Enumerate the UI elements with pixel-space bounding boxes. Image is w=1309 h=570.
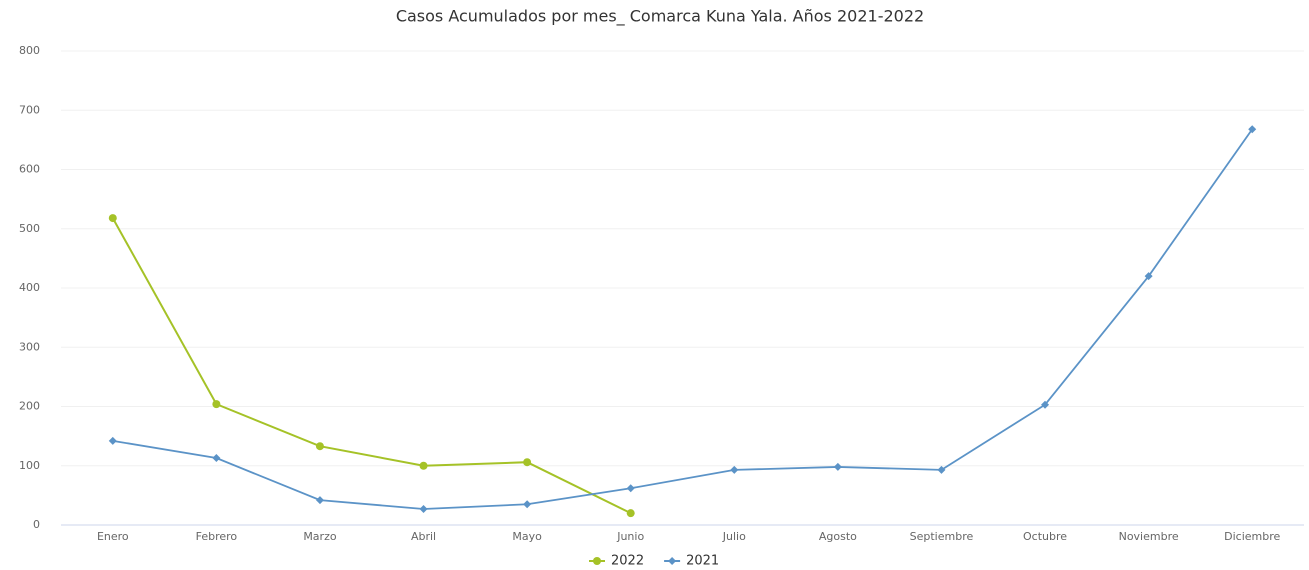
y-tick-label: 100 [19, 459, 40, 472]
y-tick-label: 700 [19, 103, 40, 116]
legend-label: 2022 [611, 554, 644, 569]
y-tick-label: 300 [19, 340, 40, 353]
point [833, 462, 842, 471]
y-tick-label: 800 [19, 44, 40, 57]
point [593, 557, 601, 565]
point [108, 436, 117, 445]
point [108, 214, 117, 223]
point [419, 461, 428, 470]
point [1144, 272, 1153, 281]
point [212, 400, 221, 409]
y-tick-label: 0 [33, 518, 40, 531]
point [937, 465, 946, 474]
point [419, 505, 428, 514]
x-tick-label: Noviembre [1119, 530, 1179, 543]
x-tick-label: Enero [97, 530, 129, 543]
chart-title: Casos Acumulados por mes_ Comarca Kuna Y… [396, 7, 924, 27]
line [112, 128, 1253, 510]
point [1041, 400, 1050, 409]
point [523, 458, 532, 467]
x-tick-label: Marzo [303, 530, 337, 543]
x-tick-label: Octubre [1023, 530, 1067, 543]
line [111, 217, 632, 515]
point [212, 454, 221, 463]
y-tick-label: 400 [19, 281, 40, 294]
x-tick-label: Junio [616, 530, 644, 543]
point [730, 465, 739, 474]
point [523, 500, 532, 509]
y-tick-label: 600 [19, 163, 40, 176]
x-tick-label: Mayo [512, 530, 542, 543]
point [668, 557, 677, 565]
point [315, 496, 324, 505]
point [626, 484, 635, 493]
point [315, 442, 324, 451]
x-tick-label: Febrero [196, 530, 238, 543]
point [626, 509, 635, 518]
point [1248, 125, 1257, 134]
y-tick-label: 200 [19, 400, 40, 413]
x-tick-label: Abril [411, 530, 436, 543]
legend-label: 2021 [686, 554, 719, 569]
y-tick-label: 500 [19, 222, 40, 235]
x-tick-label: Septiembre [910, 530, 974, 543]
x-tick-label: Agosto [819, 530, 857, 543]
x-tick-label: Julio [722, 530, 746, 543]
x-tick-label: Diciembre [1224, 530, 1280, 543]
